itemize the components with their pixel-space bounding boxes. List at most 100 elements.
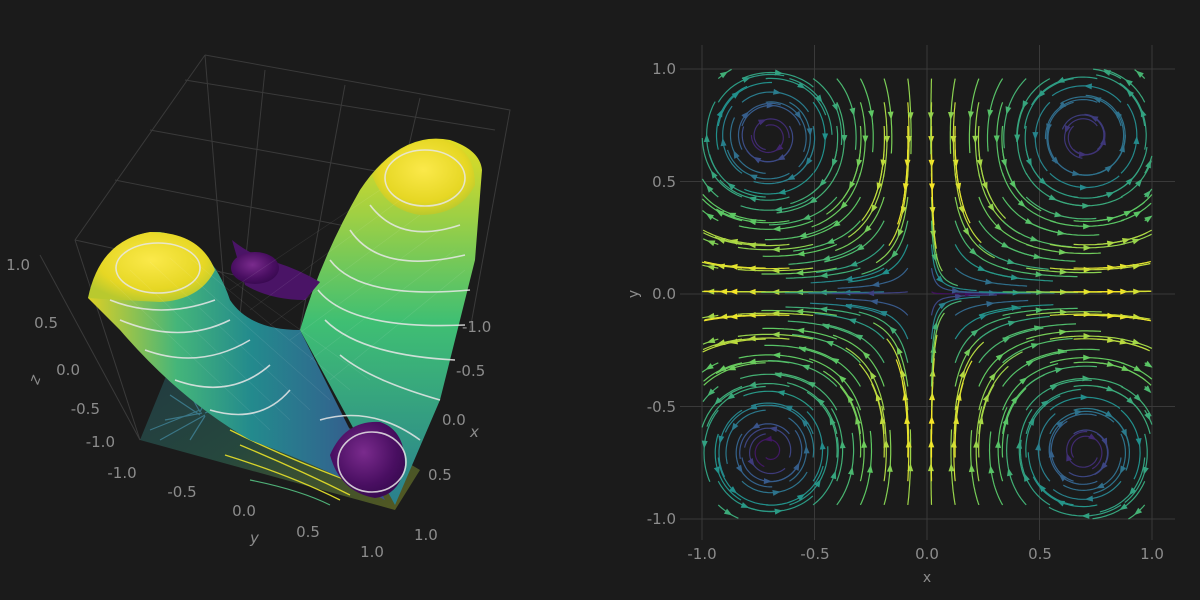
streamline-arrow: [801, 364, 810, 371]
streamline-arrow: [995, 439, 1002, 448]
streamline-arrow: [776, 390, 785, 397]
streamline-arrow: [897, 228, 904, 238]
streamline-arrow: [772, 352, 781, 359]
streamline-arrow: [848, 466, 854, 475]
streamline-arrow: [776, 154, 786, 161]
streamline: [1037, 413, 1056, 482]
streamline-arrow: [1083, 333, 1092, 340]
streamline: [765, 77, 827, 116]
streamline-arrow: [807, 381, 816, 388]
streamline-arrow: [713, 466, 720, 475]
streamline-arrow: [733, 150, 740, 159]
streamline-arrow: [1132, 338, 1141, 345]
streamline-arrow: [969, 247, 978, 256]
streamline-arrow: [1037, 90, 1046, 98]
streamline-arrow: [1145, 159, 1151, 169]
streamline: [737, 102, 781, 150]
x-tick: 0.0: [915, 545, 939, 563]
streamline-arrow: [757, 119, 767, 126]
streamline-arrow: [727, 182, 736, 191]
streamline-arrow: [1119, 338, 1128, 345]
streamline-arrow: [771, 267, 780, 274]
streamline-arrow: [886, 463, 893, 472]
streamline-arrow: [843, 303, 853, 310]
streamline-arrow: [1051, 156, 1060, 165]
streamline: [1067, 125, 1106, 156]
streamline-arrow: [839, 440, 846, 449]
streamline-arrow: [703, 133, 710, 142]
x-tick: -0.5: [800, 545, 829, 563]
streamline-arrow: [880, 268, 890, 275]
x-axis-label: x: [923, 570, 931, 586]
streamline-arrow: [1105, 191, 1115, 198]
x-tick: 0.5: [1028, 545, 1052, 563]
streamline-arrow: [1001, 158, 1007, 168]
streamline: [812, 437, 839, 506]
streamline-arrow: [1054, 211, 1063, 218]
streamline-arrow: [1064, 125, 1071, 134]
streamline-arrow: [796, 493, 806, 501]
streamline-arrow: [988, 465, 995, 474]
streamline: [717, 480, 783, 512]
streamline-arrow: [1119, 313, 1129, 320]
y-tick: 0.0: [232, 502, 256, 520]
streamline-arrow: [1106, 385, 1115, 392]
streamline-arrow: [849, 107, 856, 117]
streamline-arrow: [1078, 151, 1088, 158]
streamline-arrow: [1135, 70, 1144, 78]
streamline-arrow: [1126, 396, 1135, 405]
streamline-arrow: [959, 369, 965, 379]
streamline-arrow: [1096, 482, 1105, 489]
x-tick: 0.0: [442, 411, 466, 429]
streamline-arrow: [950, 439, 957, 448]
streamline-arrow: [1056, 420, 1065, 429]
streamline-arrow: [1143, 190, 1152, 199]
streamline-arrow: [1011, 395, 1019, 404]
streamline-arrow: [1057, 348, 1066, 355]
streamline-arrow: [747, 242, 756, 249]
streamline-arrow: [772, 490, 781, 496]
streamline-arrow: [718, 435, 725, 444]
streamline-arrow: [948, 463, 955, 472]
z-tick: 0.5: [34, 314, 58, 332]
streamline-arrow: [838, 375, 847, 383]
streamline-arrow: [748, 196, 757, 203]
streamline-arrow: [772, 88, 782, 95]
streamline-arrow: [1035, 442, 1042, 451]
streamline-arrow: [963, 347, 971, 357]
streamline-arrow: [766, 102, 775, 109]
streamline-arrow: [967, 111, 974, 120]
surface-plot-3d: 1.0 0.5 0.0 -0.5 -1.0 z -1.0 -0.5 0.0 0.…: [6, 54, 511, 561]
streamline-arrow: [729, 486, 737, 494]
y-tick: 1.0: [652, 60, 676, 78]
streamline-arrow: [1081, 512, 1090, 519]
y-tick: -0.5: [167, 483, 196, 501]
streamline-arrow: [871, 281, 880, 288]
streamline-arrow: [1048, 194, 1058, 201]
streamline-arrow: [1059, 268, 1068, 275]
y-axis-ticks: -1.0 -0.5 0.0 0.5 1.0 y: [107, 464, 384, 561]
streamline-arrow: [1033, 253, 1042, 260]
streamline-arrow: [847, 394, 854, 403]
streamline-arrow: [1058, 474, 1067, 482]
streamline-arrow: [819, 272, 828, 279]
streamline-arrow: [1133, 393, 1142, 402]
streamline-arrow: [866, 464, 873, 473]
streamline: [753, 118, 790, 151]
streamline-arrow: [1120, 428, 1127, 438]
streamline-arrow: [1083, 244, 1092, 251]
streamline-arrow: [747, 458, 755, 467]
streamline-arrow: [1035, 271, 1044, 278]
streamline-arrow: [878, 311, 888, 317]
streamline-arrow: [849, 260, 858, 267]
x-tick: 1.0: [414, 526, 438, 544]
streamline-arrow: [1082, 375, 1091, 382]
z-axis-ticks: 1.0 0.5 0.0 -0.5 -1.0 z: [6, 256, 115, 451]
streamline-arrow: [706, 240, 716, 247]
streamline-arrow: [1011, 304, 1020, 311]
streamline-arrow: [931, 321, 938, 330]
streamline-arrow: [814, 479, 821, 488]
y-tick: -1.0: [107, 464, 136, 482]
streamline-arrow: [883, 439, 890, 448]
